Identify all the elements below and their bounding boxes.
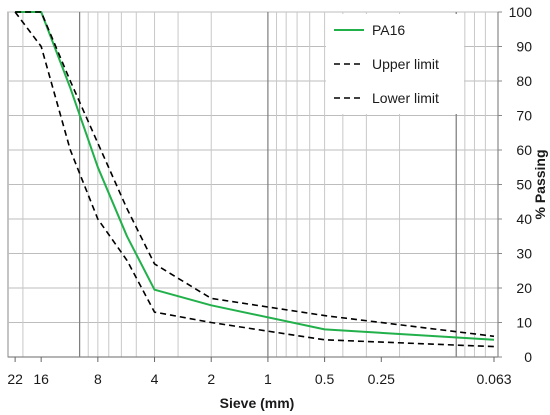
x-tick-label: 0.5 bbox=[315, 371, 335, 387]
y-tick-label: 100 bbox=[509, 4, 533, 20]
y-tick-label: 10 bbox=[516, 315, 532, 331]
legend-label-0: PA16 bbox=[372, 22, 405, 38]
y-tick-label: 50 bbox=[516, 177, 532, 193]
y-tick-label: 60 bbox=[516, 142, 532, 158]
series-line-2 bbox=[14, 11, 495, 348]
series-layer bbox=[14, 11, 495, 348]
y-tick-label: 30 bbox=[516, 246, 532, 262]
x-tick-label: 8 bbox=[94, 371, 102, 387]
axes-layer: 0 10 20 30 40 50 60 70 80 90 100 22 16 8 4 2 1 0.5 0.25 0.0… bbox=[7, 4, 532, 387]
y-tick-label: 80 bbox=[516, 73, 532, 89]
x-tick-label: 4 bbox=[151, 371, 159, 387]
series-line-0 bbox=[15, 11, 495, 341]
y-tick-label: 20 bbox=[516, 280, 532, 296]
x-tick-label: 1 bbox=[264, 371, 272, 387]
legend-label-2: Lower limit bbox=[372, 90, 439, 106]
x-tick-label: 16 bbox=[33, 371, 49, 387]
y-tick-label: 70 bbox=[516, 108, 532, 124]
legend: PA16 Upper limit Lower limit bbox=[326, 14, 464, 114]
y-tick-label: 40 bbox=[516, 211, 532, 227]
y-axis-title: % Passing bbox=[532, 149, 548, 219]
legend-label-1: Upper limit bbox=[372, 56, 439, 72]
series-line-1 bbox=[15, 11, 495, 338]
x-axis-title: Sieve (mm) bbox=[220, 395, 295, 411]
x-tick-label: 0.063 bbox=[476, 371, 511, 387]
y-tick-label: 0 bbox=[524, 349, 532, 365]
x-tick-label: 2 bbox=[207, 371, 215, 387]
x-tick-label: 22 bbox=[7, 371, 23, 387]
x-tick-label: 0.25 bbox=[368, 371, 395, 387]
y-tick-label: 90 bbox=[516, 39, 532, 55]
